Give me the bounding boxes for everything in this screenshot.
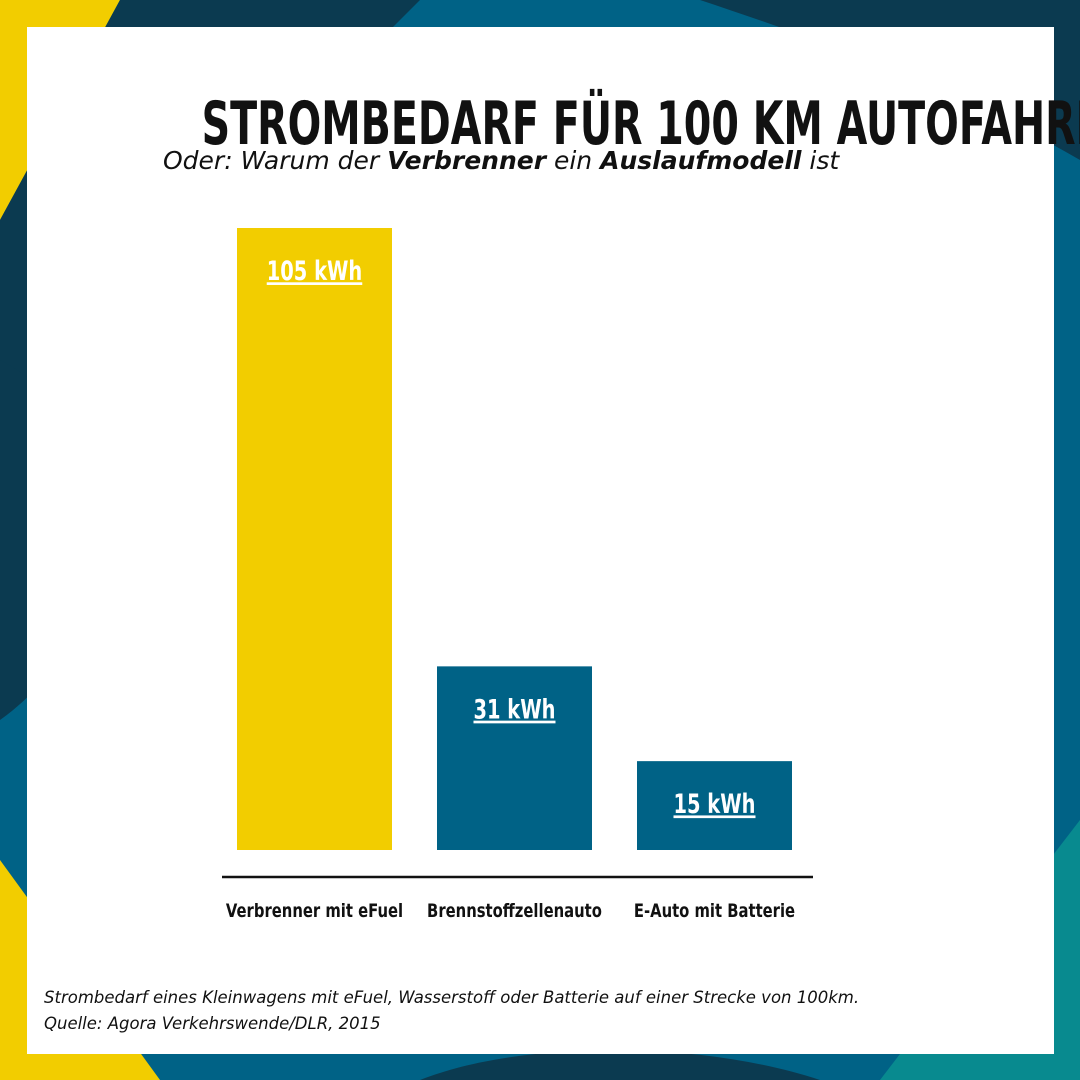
category-label: Brennstoffzellenauto	[427, 900, 602, 922]
subtitle-text: ein	[546, 146, 601, 175]
bar-value-label: 105 kWh	[267, 255, 363, 287]
subtitle-text: Oder: Warum der	[163, 146, 388, 175]
bar	[437, 666, 592, 850]
category-label: E-Auto mit Batterie	[634, 900, 795, 922]
footnote: Strombedarf eines Kleinwagens mit eFuel,…	[44, 985, 1044, 1037]
bar-value-label: 15 kWh	[673, 788, 755, 820]
footnote-source: Quelle: Agora Verkehrswende/DLR, 2015	[44, 1014, 381, 1033]
category-label: Verbrenner mit eFuel	[226, 900, 403, 922]
bar	[637, 761, 792, 850]
page-subtitle: Oder: Warum der Verbrenner ein Auslaufmo…	[163, 143, 963, 179]
bar-value-label: 31 kWh	[473, 693, 555, 725]
footnote-description: Strombedarf eines Kleinwagens mit eFuel,…	[44, 988, 860, 1007]
subtitle-emphasis-auslaufmodell: Auslaufmodell	[600, 146, 802, 175]
content-card: STROMBEDARF FÜR 100 KM AUTOFAHREN Oder: …	[27, 27, 1080, 1054]
bar-chart: 105 kWh Verbrenner mit eFuel 31 kWh Brennst…	[222, 228, 813, 923]
subtitle-text: ist	[801, 146, 840, 175]
bar	[237, 228, 392, 850]
subtitle-emphasis-verbrenner: Verbrenner	[387, 146, 547, 175]
